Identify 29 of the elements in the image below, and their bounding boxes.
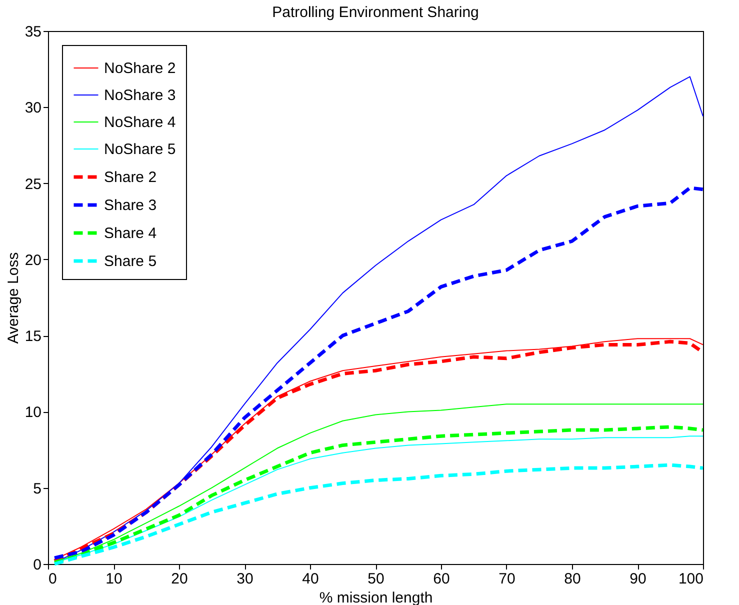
legend-label: NoShare 2 (104, 60, 176, 77)
y-tick-label: 35 (24, 24, 42, 40)
y-tick-label: 15 (24, 328, 42, 346)
chart-title: Patrolling Environment Sharing (272, 4, 479, 21)
legend-label: Share 4 (104, 225, 157, 242)
legend-label: Share 5 (104, 253, 157, 270)
legend-label: NoShare 3 (104, 87, 176, 104)
x-tick-label: 70 (498, 570, 516, 588)
x-tick-label: 0 (48, 570, 57, 588)
x-tick-label: 60 (433, 570, 450, 588)
x-tick-label: 100 (678, 570, 704, 588)
x-tick-label: 30 (236, 570, 254, 588)
y-tick-label: 10 (24, 404, 42, 422)
y-tick-label: 30 (24, 100, 42, 117)
x-tick-label: 50 (368, 570, 384, 588)
legend-label: NoShare 5 (104, 141, 176, 158)
x-tick-label: 20 (171, 570, 188, 588)
legend-label: Share 3 (104, 197, 157, 214)
y-tick-label: 20 (24, 252, 42, 269)
y-axis-title: Average Loss (4, 252, 22, 344)
x-tick-label: 10 (106, 570, 122, 588)
y-tick-label: 5 (33, 480, 42, 498)
x-tick-label: 40 (302, 570, 319, 588)
y-tick-label: 0 (33, 556, 42, 574)
legend-label: Share 2 (104, 169, 157, 186)
x-tick-label: 90 (630, 570, 646, 588)
x-tick-label: 80 (564, 570, 581, 588)
y-tick-label: 25 (24, 176, 42, 193)
legend-label: NoShare 4 (104, 114, 176, 131)
